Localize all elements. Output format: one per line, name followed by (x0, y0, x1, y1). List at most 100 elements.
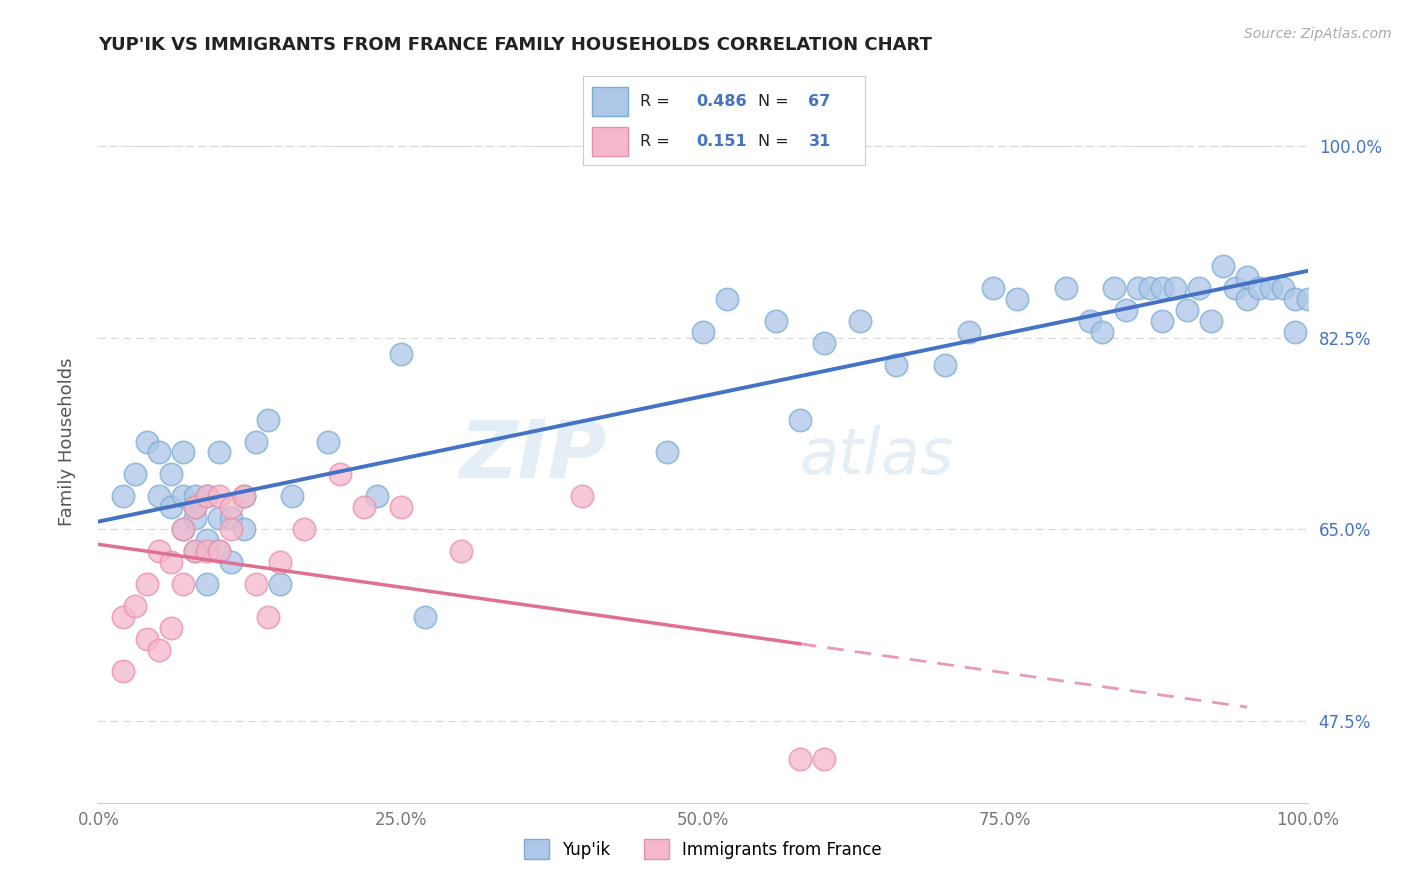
Point (389, 500, 412, 515)
Text: N =: N = (758, 135, 794, 149)
Point (195, 544, 218, 558)
Text: 0.486: 0.486 (696, 95, 747, 109)
Point (195, 577, 218, 591)
Point (1272, 281, 1295, 295)
Point (148, 642, 170, 657)
Point (135, 434, 157, 449)
Point (232, 489, 254, 503)
Point (232, 489, 254, 503)
Point (195, 533, 218, 547)
Point (160, 467, 183, 482)
Point (124, 599, 146, 613)
Point (221, 511, 243, 525)
Point (148, 544, 170, 558)
Y-axis label: Family Households: Family Households (58, 358, 76, 525)
Point (886, 358, 908, 372)
Point (1054, 281, 1077, 295)
Point (148, 445, 170, 459)
Point (1175, 303, 1198, 318)
Point (1236, 292, 1258, 306)
Text: YUP'IK VS IMMIGRANTS FROM FRANCE FAMILY HOUSEHOLDS CORRELATION CHART: YUP'IK VS IMMIGRANTS FROM FRANCE FAMILY … (98, 36, 932, 54)
Point (1199, 314, 1222, 328)
Point (813, 336, 835, 351)
Point (413, 609, 436, 624)
Point (329, 467, 352, 482)
Point (135, 632, 157, 646)
Point (184, 544, 207, 558)
Point (184, 511, 207, 525)
Point (1212, 260, 1234, 274)
Text: N =: N = (758, 95, 794, 109)
Point (1152, 281, 1174, 295)
Point (1236, 270, 1258, 285)
Point (184, 500, 207, 515)
Point (789, 412, 811, 426)
Point (1139, 281, 1161, 295)
Point (571, 489, 593, 503)
Point (366, 489, 388, 503)
Point (208, 544, 231, 558)
Point (124, 467, 146, 482)
Legend: Yup'ik, Immigrants from France: Yup'ik, Immigrants from France (524, 839, 882, 860)
Text: 31: 31 (808, 135, 831, 149)
Point (172, 445, 194, 459)
Point (148, 489, 170, 503)
Point (1152, 314, 1174, 328)
Text: Source: ZipAtlas.com: Source: ZipAtlas.com (1244, 27, 1392, 41)
Point (981, 281, 1004, 295)
Point (160, 621, 183, 635)
Point (389, 347, 412, 361)
Point (208, 445, 231, 459)
Point (1102, 281, 1125, 295)
Point (1115, 303, 1137, 318)
Point (195, 489, 218, 503)
Point (208, 489, 231, 503)
Point (655, 445, 678, 459)
Point (172, 522, 194, 536)
Point (813, 752, 835, 766)
Point (184, 544, 207, 558)
Point (353, 500, 375, 515)
Point (1163, 281, 1185, 295)
Text: 0.151: 0.151 (696, 135, 747, 149)
Text: R =: R = (640, 95, 675, 109)
Point (269, 555, 291, 569)
Point (1284, 325, 1306, 339)
Point (160, 500, 183, 515)
Point (269, 577, 291, 591)
Point (245, 434, 267, 449)
Point (135, 577, 157, 591)
Point (957, 325, 980, 339)
Point (256, 609, 278, 624)
Point (1128, 281, 1150, 295)
Point (849, 314, 872, 328)
Point (172, 577, 194, 591)
Point (1260, 281, 1282, 295)
Point (208, 544, 231, 558)
Point (111, 665, 134, 679)
Point (281, 489, 304, 503)
Point (1296, 292, 1319, 306)
Text: R =: R = (640, 135, 679, 149)
Point (184, 489, 207, 503)
Text: 67: 67 (808, 95, 831, 109)
Point (1249, 281, 1271, 295)
Point (316, 434, 339, 449)
Bar (592, 87, 628, 116)
Point (195, 489, 218, 503)
Point (450, 544, 472, 558)
Point (1223, 281, 1246, 295)
Bar (592, 127, 628, 156)
Point (1284, 292, 1306, 306)
Point (1091, 325, 1114, 339)
Point (934, 358, 956, 372)
Point (221, 555, 243, 569)
Point (1007, 292, 1029, 306)
Point (765, 314, 787, 328)
Point (716, 292, 738, 306)
Point (172, 522, 194, 536)
Point (1078, 314, 1101, 328)
Point (184, 500, 207, 515)
Point (221, 500, 243, 515)
Point (221, 522, 243, 536)
